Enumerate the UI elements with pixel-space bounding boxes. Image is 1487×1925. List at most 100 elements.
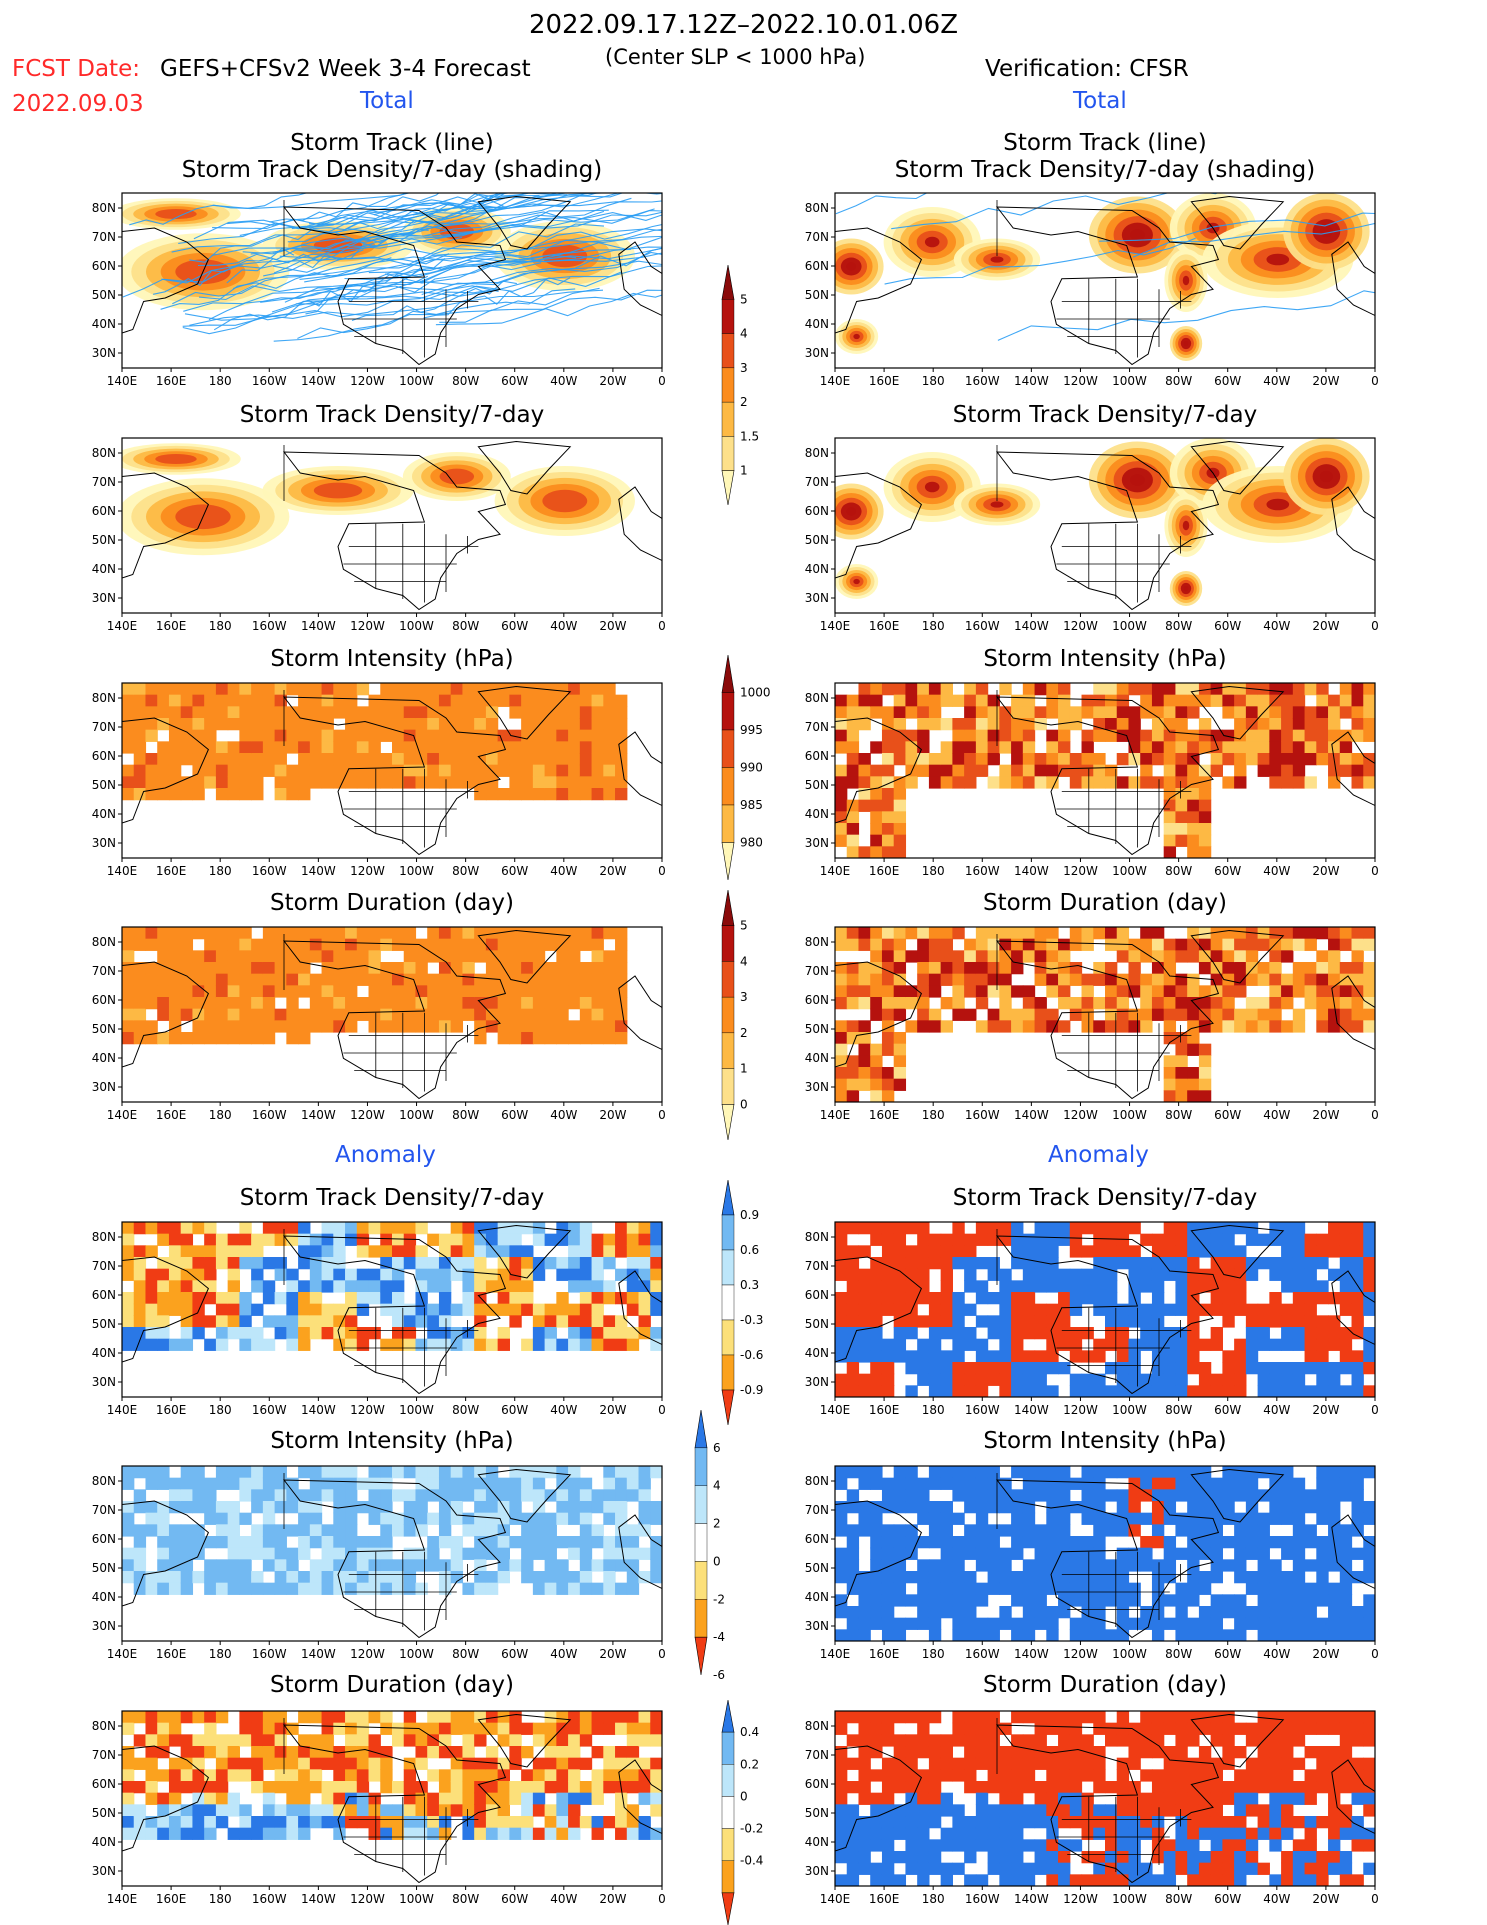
lon-tick-label: 100W xyxy=(399,374,434,388)
lat-tick-label: 40N xyxy=(92,807,116,821)
panel-title-anom-intensity-cfsr: Storm Intensity (hPa) xyxy=(983,1428,1227,1454)
lon-tick-label: 160E xyxy=(156,374,187,388)
map-panel-fcst-5: 140E 160E 180 160W 140W 120W 100W 80W 60W 40W 20W 0… xyxy=(92,1465,666,1661)
lat-tick-label: 80N xyxy=(92,1474,116,1488)
colorbar-label: 0 xyxy=(740,1789,748,1803)
colorbar-label: 2 xyxy=(713,1517,721,1531)
lon-tick-label: 160E xyxy=(869,864,900,878)
lon-tick-label: 60W xyxy=(501,1892,528,1906)
lon-tick-label: 160E xyxy=(156,619,187,633)
lon-tick-label: 100W xyxy=(1112,374,1147,388)
lon-tick-label: 0 xyxy=(1371,864,1379,878)
lat-tick-label: 60N xyxy=(805,1532,829,1546)
lon-tick-label: 140W xyxy=(301,1403,336,1417)
panel-title-anom-intensity-fcst: Storm Intensity (hPa) xyxy=(270,1428,514,1454)
colorbar-label: 4 xyxy=(740,954,748,968)
colorbar-label: 0.6 xyxy=(740,1243,759,1257)
lon-tick-label: 140W xyxy=(301,374,336,388)
lon-tick-label: 160E xyxy=(869,1403,900,1417)
lat-tick-label: 40N xyxy=(92,1590,116,1604)
colorbar-label: 995 xyxy=(740,723,763,737)
colorbar-label: 0 xyxy=(713,1554,721,1568)
lon-tick-label: 160W xyxy=(965,1647,1000,1661)
lat-tick-label: 40N xyxy=(805,807,829,821)
colorbar-label: 1 xyxy=(740,1062,748,1076)
lon-tick-label: 80W xyxy=(452,1647,479,1661)
lon-tick-label: 0 xyxy=(658,374,666,388)
lat-tick-label: 60N xyxy=(92,993,116,1007)
lat-tick-label: 40N xyxy=(805,317,829,331)
lon-tick-label: 160E xyxy=(156,1647,187,1661)
lon-tick-label: 40W xyxy=(1263,374,1290,388)
lon-tick-label: 180 xyxy=(922,1647,945,1661)
lon-tick-label: 160W xyxy=(252,374,287,388)
colorbar-label: -0.2 xyxy=(740,1822,763,1836)
lon-tick-label: 160E xyxy=(156,1403,187,1417)
lon-tick-label: 140E xyxy=(107,1108,138,1122)
lat-tick-label: 70N xyxy=(92,1748,116,1762)
map-panel-fcst-2: 140E 160E 180 160W 140W 120W 100W 80W 60W 40W 20W 0… xyxy=(92,682,666,878)
lon-tick-label: 180 xyxy=(209,619,232,633)
lon-tick-label: 60W xyxy=(1214,864,1241,878)
lat-tick-label: 60N xyxy=(92,504,116,518)
lon-tick-label: 60W xyxy=(1214,374,1241,388)
panel-title-density-fcst: Storm Track Density/7-day xyxy=(239,402,545,428)
lon-tick-label: 140E xyxy=(107,619,138,633)
lon-tick-label: 180 xyxy=(209,374,232,388)
colorbar-label: 1 xyxy=(740,464,748,478)
lat-tick-label: 70N xyxy=(92,1259,116,1273)
lon-tick-label: 60W xyxy=(1214,1403,1241,1417)
colorbar-label: 985 xyxy=(740,798,763,812)
map-panel-fcst-4: 140E 160E 180 160W 140W 120W 100W 80W 60W 40W 20W 0… xyxy=(92,1221,666,1417)
lon-tick-label: 140W xyxy=(1014,1108,1049,1122)
lon-tick-label: 120W xyxy=(350,619,385,633)
lat-tick-label: 30N xyxy=(92,836,116,850)
map-panel-fcst-3: 140E 160E 180 160W 140W 120W 100W 80W 60W 40W 20W 0… xyxy=(92,926,666,1122)
colorbar-label: 0 xyxy=(740,1097,748,1111)
lon-tick-label: 160W xyxy=(252,864,287,878)
lon-tick-label: 140E xyxy=(107,1892,138,1906)
colorbar-anom-intensity: 6 4 2 0 -2 -4 -6 xyxy=(694,1409,725,1682)
lat-tick-label: 40N xyxy=(805,1590,829,1604)
lat-tick-label: 40N xyxy=(805,1835,829,1849)
lat-tick-label: 30N xyxy=(805,346,829,360)
date-range-title: 2022.09.17.12Z–2022.10.01.06Z xyxy=(528,10,959,40)
lon-tick-label: 140E xyxy=(820,619,851,633)
lat-tick-label: 80N xyxy=(92,691,116,705)
lon-tick-label: 60W xyxy=(1214,1108,1241,1122)
lat-tick-label: 30N xyxy=(92,1080,116,1094)
map-panel-obs-6: 140E 160E 180 160W 140W 120W 100W 80W 60W 40W 20W 0… xyxy=(805,1710,1379,1906)
lon-tick-label: 20W xyxy=(1312,1892,1339,1906)
section-anomaly-left: Anomaly xyxy=(335,1142,436,1168)
lon-tick-label: 0 xyxy=(1371,1647,1379,1661)
lon-tick-label: 140W xyxy=(301,1892,336,1906)
lat-tick-label: 80N xyxy=(92,1230,116,1244)
lat-tick-label: 40N xyxy=(805,1051,829,1065)
verification-title: Verification: CFSR xyxy=(985,56,1189,82)
colorbar-label: 0.9 xyxy=(740,1208,759,1222)
lat-tick-label: 50N xyxy=(805,1317,829,1331)
lon-tick-label: 20W xyxy=(599,1403,626,1417)
lon-tick-label: 140E xyxy=(107,1403,138,1417)
lat-tick-label: 30N xyxy=(92,1619,116,1633)
lon-tick-label: 60W xyxy=(501,1647,528,1661)
lon-tick-label: 0 xyxy=(658,1108,666,1122)
lon-tick-label: 120W xyxy=(1063,864,1098,878)
colorbar-anom-duration: 0.4 0.2 0 -0.2 -0.4 xyxy=(721,1699,763,1925)
lon-tick-label: 20W xyxy=(1312,864,1339,878)
map-panel-fcst-1: 140E 160E 180 160W 140W 120W 100W 80W 60W 40W 20W 0… xyxy=(92,437,666,633)
lat-tick-label: 60N xyxy=(805,504,829,518)
lat-tick-label: 60N xyxy=(805,1777,829,1791)
lon-tick-label: 180 xyxy=(922,1403,945,1417)
section-total-left: Total xyxy=(360,88,414,114)
lon-tick-label: 40W xyxy=(550,864,577,878)
lon-tick-label: 180 xyxy=(209,1108,232,1122)
colorbar-label: -0.3 xyxy=(740,1313,763,1327)
lon-tick-label: 140E xyxy=(820,864,851,878)
lon-tick-label: 160W xyxy=(252,619,287,633)
lon-tick-label: 20W xyxy=(1312,374,1339,388)
panel-title-duration-fcst: Storm Duration (day) xyxy=(270,890,514,916)
lon-tick-label: 120W xyxy=(350,1892,385,1906)
lon-tick-label: 140W xyxy=(1014,1647,1049,1661)
